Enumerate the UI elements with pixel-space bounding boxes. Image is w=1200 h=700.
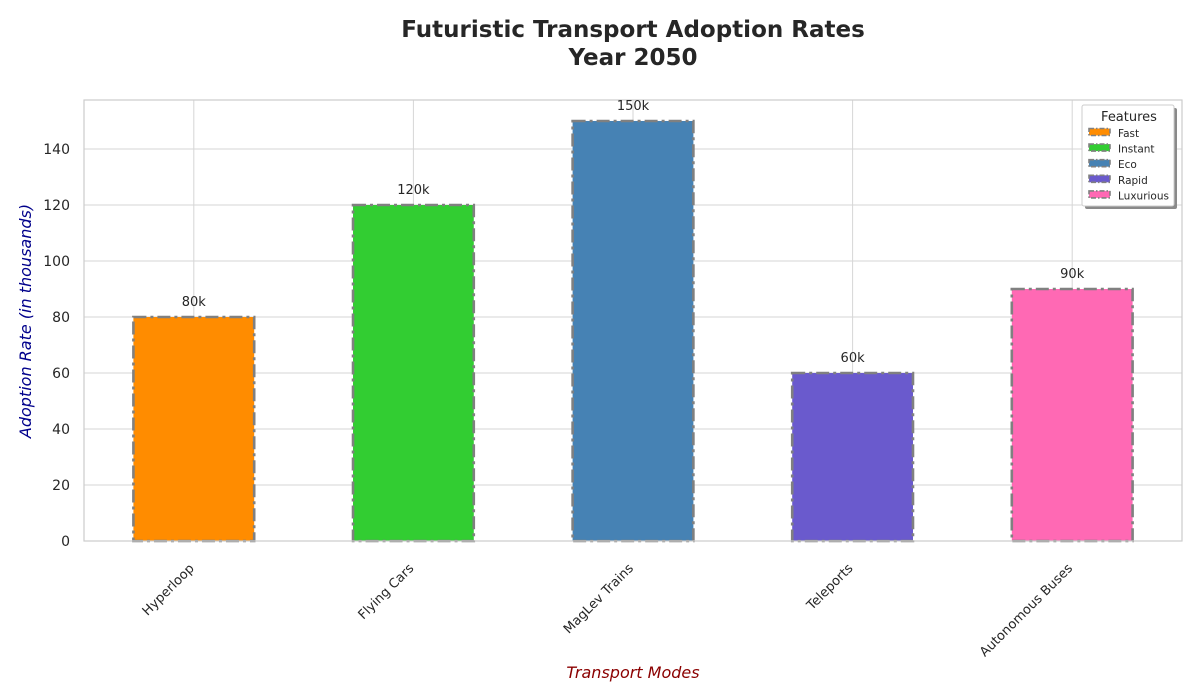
y-tick-label: 140 xyxy=(43,142,70,158)
bar-data-label: 60k xyxy=(841,351,866,366)
chart-title: Futuristic Transport Adoption Rates Year … xyxy=(401,17,865,71)
legend-swatch xyxy=(1088,158,1111,168)
legend-title: Features xyxy=(1101,110,1157,125)
legend-entry-label: Eco xyxy=(1118,159,1137,171)
legend-entry-label: Rapid xyxy=(1118,175,1148,187)
legend-entry-label: Luxurious xyxy=(1118,190,1169,202)
legend-swatch xyxy=(1088,127,1111,137)
legend-swatch xyxy=(1088,143,1111,152)
bar-data-label: 90k xyxy=(1060,267,1085,282)
y-tick-label: 100 xyxy=(43,254,70,270)
x-axis-ticks: Hyperloop Flying Cars MagLev Trains Telepor… xyxy=(140,561,1076,660)
bar-data-label: 150k xyxy=(617,99,650,114)
bar-data-label: 120k xyxy=(397,183,430,198)
x-tick-label: Autonomous Buses xyxy=(977,561,1076,660)
x-tick-label: Flying Cars xyxy=(356,561,418,623)
bar xyxy=(132,315,256,543)
legend-swatch xyxy=(1088,190,1111,199)
legend-entry-label: Fast xyxy=(1118,128,1139,140)
x-axis-label: Transport Modes xyxy=(566,663,699,682)
bar-data-label: 80k xyxy=(182,295,207,310)
y-tick-label: 40 xyxy=(52,422,70,438)
y-tick-label: 80 xyxy=(52,310,70,326)
legend-swatch xyxy=(1088,174,1111,184)
x-tick-label: MagLev Trains xyxy=(561,561,637,637)
y-axis-label: Adoption Rate (in thousands) xyxy=(16,204,35,439)
legend-entry-label: Instant xyxy=(1118,144,1155,156)
bar xyxy=(571,119,695,543)
y-tick-label: 120 xyxy=(43,198,70,214)
y-tick-label: 60 xyxy=(52,366,70,382)
x-tick-label: Hyperloop xyxy=(140,561,198,619)
plot-frame xyxy=(83,99,1183,542)
bar xyxy=(1010,287,1134,543)
bar xyxy=(351,203,476,543)
bars xyxy=(132,119,1134,543)
legend: Features Fast Instant Eco Rapid Luxurious xyxy=(1081,104,1177,209)
x-tick-label: Teleports xyxy=(804,561,857,614)
y-tick-label: 20 xyxy=(52,478,70,494)
data-labels: 80k 120k 150k 60k 90k xyxy=(182,99,1085,366)
y-tick-label: 0 xyxy=(61,534,70,550)
y-axis-ticks: 0 20 40 60 80 100 120 140 xyxy=(43,142,70,550)
bar xyxy=(790,371,915,543)
